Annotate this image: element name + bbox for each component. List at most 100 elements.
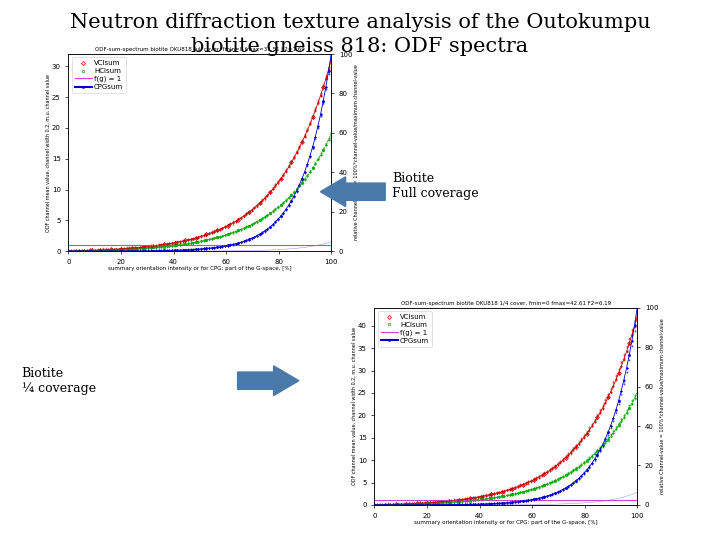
- Point: [611, 374, 622, 382]
- Point: [291, 184, 302, 192]
- Point: [483, 500, 495, 508]
- Point: [288, 188, 300, 197]
- Point: [243, 208, 255, 217]
- Point: [275, 212, 287, 220]
- Point: [454, 495, 465, 504]
- Point: [168, 238, 180, 247]
- Point: [230, 227, 241, 236]
- Point: [278, 169, 289, 178]
- Point: [124, 244, 135, 253]
- Point: [374, 501, 385, 509]
- Point: [280, 205, 292, 214]
- Point: [454, 496, 465, 504]
- Point: [190, 245, 202, 253]
- Point: [631, 388, 643, 397]
- Point: [467, 495, 478, 504]
- Point: [559, 451, 571, 460]
- Point: [584, 455, 595, 463]
- Point: [217, 242, 228, 251]
- Point: [288, 153, 300, 161]
- Point: [374, 500, 385, 509]
- Point: [201, 231, 212, 239]
- Point: [496, 491, 508, 500]
- Point: [201, 244, 212, 253]
- Point: [613, 364, 624, 373]
- Point: [624, 404, 635, 413]
- Point: [222, 221, 233, 230]
- Point: [546, 477, 558, 486]
- Point: [92, 246, 104, 254]
- Point: [602, 430, 613, 438]
- Point: [233, 215, 244, 224]
- Point: [286, 197, 297, 205]
- Point: [570, 443, 582, 451]
- Point: [528, 476, 539, 485]
- Point: [110, 245, 122, 253]
- Point: [209, 234, 220, 242]
- Point: [472, 493, 484, 502]
- Point: [520, 496, 531, 505]
- Point: [76, 247, 87, 255]
- Point: [515, 497, 526, 505]
- Point: [243, 221, 255, 230]
- Point: [312, 122, 324, 131]
- Point: [559, 454, 571, 462]
- Point: [203, 228, 215, 237]
- Point: [597, 440, 608, 449]
- Point: [419, 498, 431, 507]
- Point: [315, 89, 326, 98]
- Point: [137, 246, 148, 255]
- HCIsum: [192, 239, 200, 245]
- Point: [148, 241, 159, 250]
- Point: [211, 233, 222, 241]
- Point: [509, 497, 521, 506]
- Point: [235, 224, 247, 233]
- Point: [597, 440, 608, 449]
- Point: [185, 239, 197, 247]
- Point: [143, 244, 154, 252]
- Point: [462, 496, 473, 505]
- Point: [616, 362, 627, 370]
- Point: [469, 500, 481, 509]
- Point: [584, 462, 595, 471]
- Point: [264, 208, 276, 217]
- Point: [570, 463, 582, 471]
- Point: [137, 243, 148, 252]
- Point: [132, 245, 143, 253]
- Point: [443, 497, 454, 506]
- Point: [163, 246, 175, 254]
- Point: [76, 247, 87, 255]
- Point: [618, 413, 630, 422]
- Point: [275, 173, 287, 182]
- Point: [531, 474, 542, 482]
- Point: [369, 500, 380, 509]
- Point: [143, 242, 154, 251]
- Point: [584, 455, 595, 463]
- Point: [592, 447, 603, 455]
- Point: [398, 500, 410, 508]
- Point: [507, 485, 518, 494]
- Point: [504, 498, 516, 507]
- Point: [307, 164, 318, 172]
- HCIsum: [64, 248, 73, 254]
- Point: [544, 465, 555, 474]
- Point: [568, 479, 580, 488]
- Point: [626, 325, 638, 333]
- Point: [449, 500, 460, 509]
- Point: [140, 244, 151, 252]
- Point: [198, 244, 210, 253]
- Point: [536, 481, 547, 490]
- Point: [291, 187, 302, 196]
- Point: [379, 501, 391, 509]
- Point: [451, 496, 462, 505]
- VCIsum: [391, 501, 400, 508]
- Point: [86, 246, 98, 255]
- Point: [161, 242, 172, 251]
- Point: [562, 483, 574, 491]
- Point: [148, 244, 159, 252]
- Point: [240, 222, 252, 231]
- Point: [483, 494, 495, 502]
- Point: [166, 240, 178, 248]
- Point: [616, 390, 627, 399]
- Point: [166, 246, 178, 255]
